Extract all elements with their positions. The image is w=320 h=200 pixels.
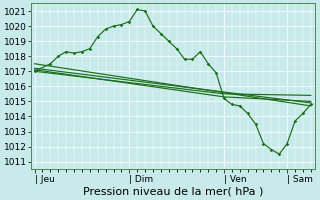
X-axis label: Pression niveau de la mer( hPa ): Pression niveau de la mer( hPa ): [83, 187, 263, 197]
